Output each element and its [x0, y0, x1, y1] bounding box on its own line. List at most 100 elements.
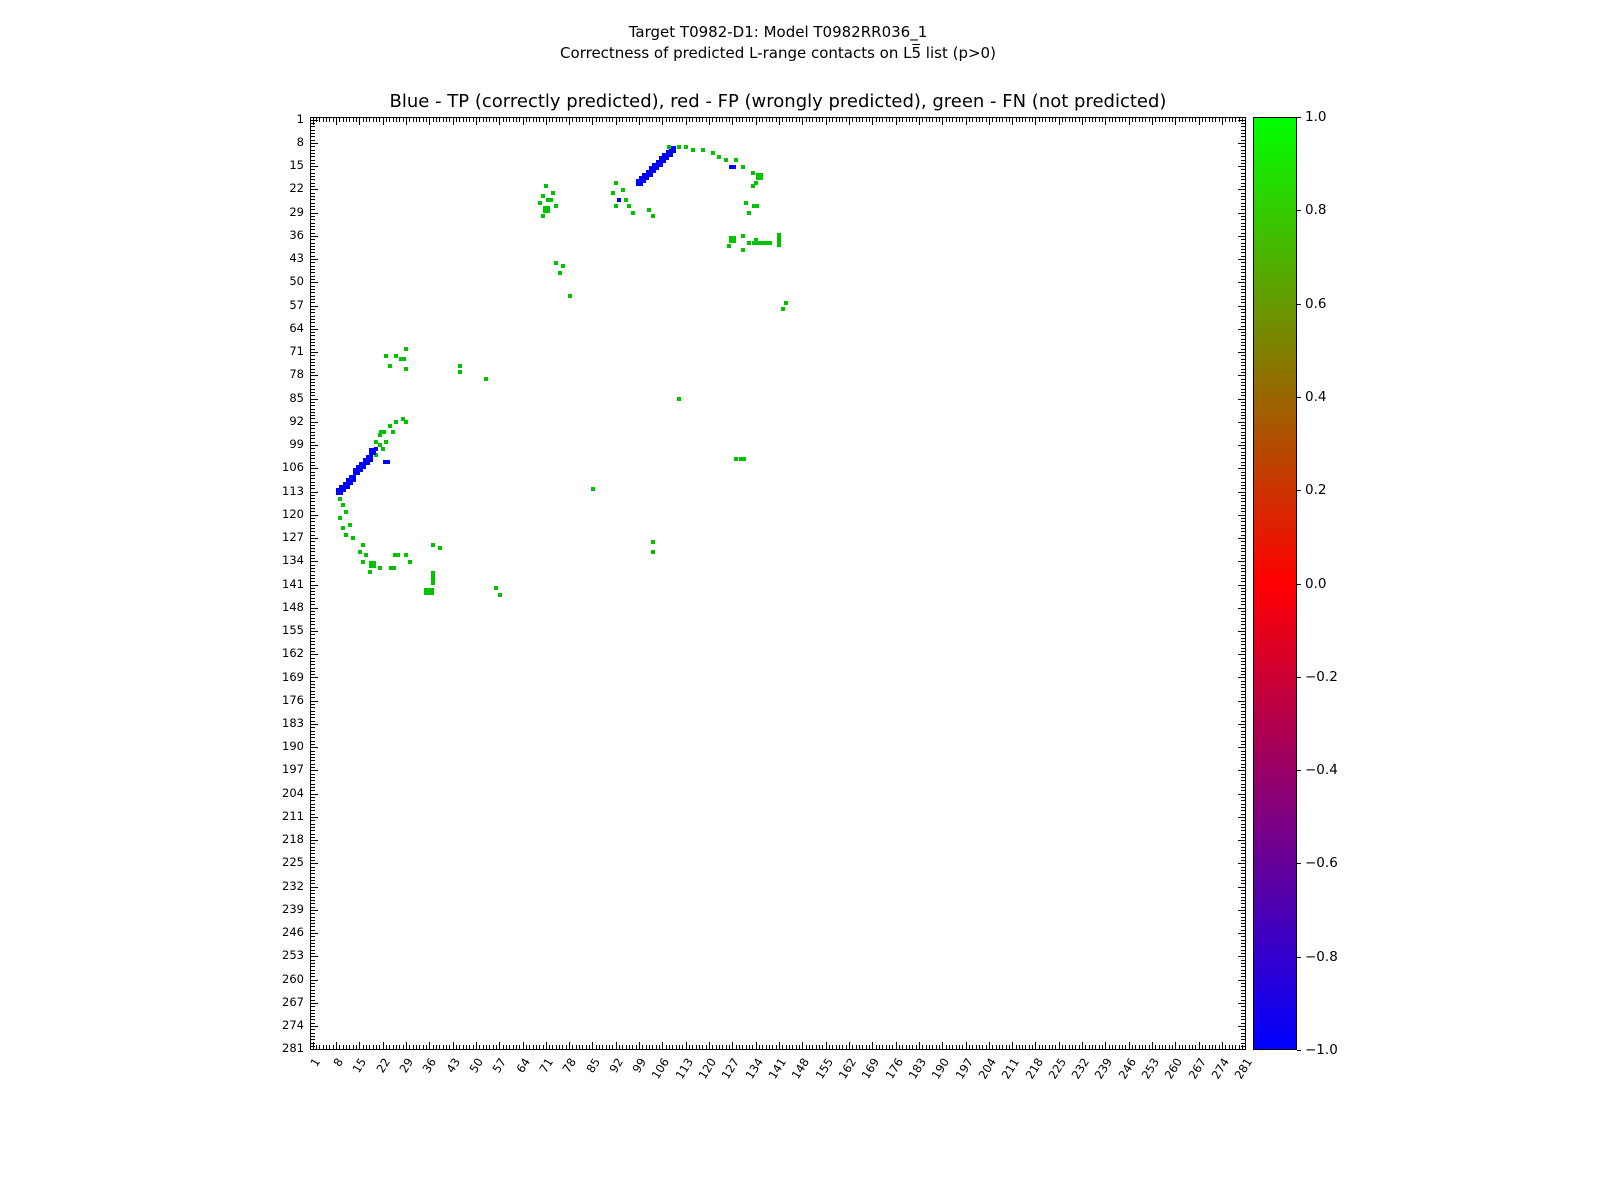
y-axis-tick	[311, 308, 315, 310]
y-axis-tick	[311, 577, 315, 579]
x-axis-tick	[1142, 1045, 1144, 1049]
y-axis-tick	[311, 461, 315, 463]
contact-point-fn	[400, 416, 405, 421]
y-axis-tick	[311, 312, 315, 314]
y-axis-tick	[311, 611, 315, 613]
x-axis-tick-top	[1185, 118, 1187, 122]
x-axis-tick	[555, 1045, 557, 1049]
y-axis-tick	[311, 501, 315, 503]
x-axis-tick	[935, 1045, 937, 1049]
x-axis-tick	[542, 1045, 544, 1049]
y-axis-tick	[311, 209, 315, 211]
x-axis-tick	[1038, 1045, 1040, 1049]
x-axis-tick-top	[1052, 118, 1054, 122]
x-axis-tick-top	[982, 118, 984, 122]
x-axis-tick	[972, 1045, 974, 1049]
y-axis-tick	[311, 335, 315, 337]
y-axis-tick-right	[1241, 511, 1245, 513]
x-axis-tick-top	[985, 118, 987, 122]
x-axis-tick-top	[659, 118, 661, 122]
x-axis-tick	[1018, 1045, 1020, 1049]
x-axis-tick-top	[832, 118, 834, 122]
y-axis-tick-right	[1241, 362, 1245, 364]
y-axis-tick	[311, 269, 315, 271]
y-axis-tick	[311, 963, 315, 964]
x-axis-tick-top	[852, 118, 854, 122]
y-axis-tick-right	[1241, 587, 1245, 589]
x-axis-tick	[659, 1045, 661, 1049]
x-axis-tick	[942, 1042, 944, 1049]
x-axis-tick-top	[625, 118, 627, 122]
x-axis-tick-top	[1082, 118, 1084, 125]
contact-point-fn	[554, 204, 559, 209]
x-axis-tick	[742, 1045, 744, 1049]
y-axis-tick-right	[1241, 720, 1245, 722]
y-axis-tick-right	[1241, 969, 1245, 971]
x-axis-tick	[1175, 1042, 1177, 1049]
x-axis-tick	[525, 1045, 527, 1049]
y-axis-tick-right	[1241, 644, 1245, 646]
x-axis-tick-top	[572, 118, 574, 122]
y-axis-tick-right	[1241, 919, 1245, 921]
y-axis-tick-right	[1241, 820, 1245, 822]
x-axis-tick-top	[888, 118, 890, 122]
y-axis-tick-right	[1241, 265, 1245, 267]
x-axis-tick-top	[499, 118, 501, 125]
y-axis-tick	[311, 574, 315, 576]
x-axis-tick-top	[998, 118, 1000, 122]
contact-point-fn	[590, 486, 595, 491]
y-axis-tick	[311, 893, 315, 895]
x-axis-tick-top	[952, 118, 954, 122]
contact-point-fn	[394, 420, 399, 425]
y-axis-tick	[311, 255, 315, 257]
x-axis-tick	[788, 1045, 790, 1049]
x-axis-tick	[352, 1045, 354, 1049]
y-axis-tick	[311, 322, 315, 324]
y-axis-tick-right	[1241, 279, 1245, 281]
y-axis-tick	[311, 126, 315, 128]
y-axis-tick-right	[1241, 176, 1245, 178]
x-axis-tick	[1228, 1045, 1230, 1049]
y-axis-tick-right	[1241, 365, 1245, 367]
y-axis-tick-right	[1241, 342, 1245, 344]
x-axis-tick	[885, 1045, 887, 1049]
x-axis-tick-top	[865, 118, 867, 122]
y-axis-tick-right	[1241, 806, 1245, 808]
x-axis-tick-top	[875, 118, 877, 122]
x-axis-tick	[545, 1042, 547, 1049]
y-axis-tick	[311, 498, 315, 500]
x-axis-tick-top	[635, 118, 637, 122]
y-axis-tick	[311, 986, 315, 988]
y-axis-tick	[311, 720, 315, 722]
x-axis-tick-top	[579, 118, 581, 122]
y-axis-tick-right	[1241, 880, 1245, 881]
y-axis-tick	[311, 989, 315, 991]
contact-point-fn	[647, 207, 652, 212]
x-axis-tick	[1182, 1045, 1184, 1049]
y-axis-tick	[311, 142, 318, 144]
y-axis-tick	[311, 375, 318, 377]
contact-point-fn	[374, 440, 379, 445]
contact-point-tp	[617, 197, 622, 202]
y-axis-tick	[311, 690, 315, 692]
y-axis-tick	[311, 282, 318, 284]
x-axis-tick-top	[525, 118, 527, 122]
colorbar-tick-label: −0.4	[1305, 762, 1338, 779]
x-axis-tick	[472, 1045, 474, 1049]
y-axis-tick	[311, 959, 315, 961]
contact-point-fn	[744, 201, 748, 205]
contact-point-fn	[739, 456, 746, 461]
y-axis-tick-right	[1238, 747, 1245, 749]
y-axis-tick-right	[1241, 916, 1245, 918]
y-axis-tick	[311, 368, 315, 370]
colorbar-tick-label: 0.4	[1305, 388, 1327, 405]
x-axis-tick	[1212, 1045, 1214, 1049]
x-axis-tick-top	[549, 118, 551, 122]
contact-point-fn	[381, 446, 385, 451]
y-axis-tick	[311, 840, 318, 842]
y-axis-tick	[311, 770, 318, 772]
x-axis-tick-top	[465, 118, 467, 122]
contact-point-fn	[392, 553, 400, 557]
x-axis-tick-top	[988, 118, 990, 125]
y-axis-tick	[311, 441, 315, 443]
